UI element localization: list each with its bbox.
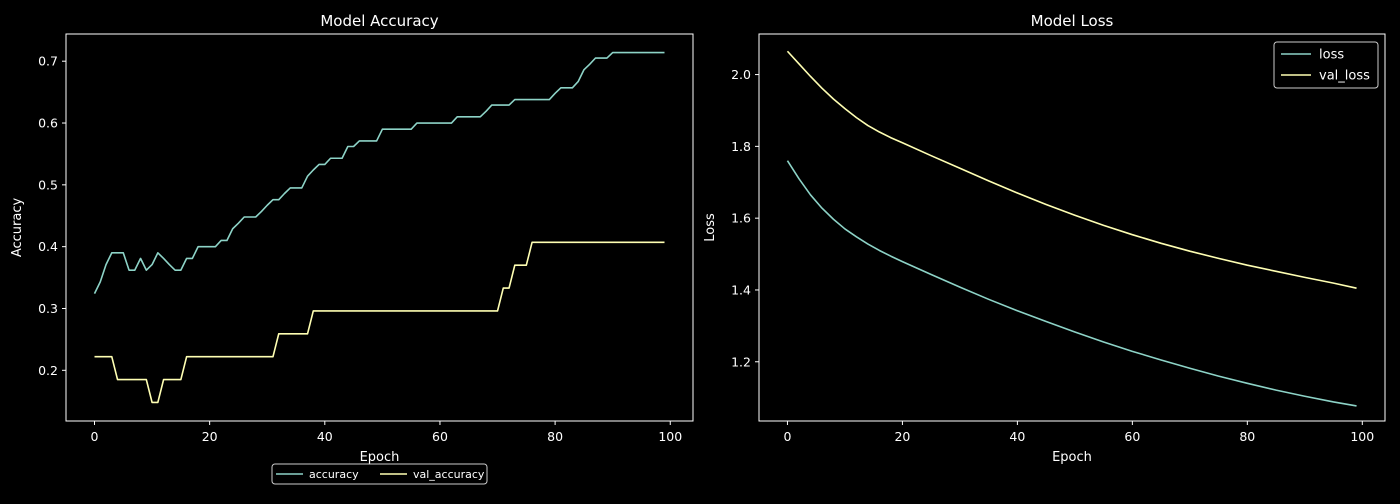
plot-frame [65,33,694,422]
y-axis-label: Loss [703,213,718,242]
series-line-loss [786,160,1357,407]
x-axis-label: Epoch [360,450,400,465]
y-tick-label: 1.4 [731,282,751,297]
y-tick-label: 0.4 [38,239,58,254]
legend-box [271,463,488,485]
y-axis-label: Accuracy [10,198,25,258]
series-line-accuracy [93,51,665,295]
x-tick-label: 100 [658,429,682,444]
y-tick-label: 2.0 [731,67,751,82]
x-axis-label: Epoch [1052,450,1092,465]
x-tick-label: 60 [1124,429,1140,444]
x-tick-label: 0 [91,429,99,444]
legend-label: accuracy [309,468,359,481]
x-tick-label: 20 [202,429,218,444]
y-tick-label: 0.7 [38,54,58,69]
series-line-val-loss [786,50,1357,289]
chart-title: Model Accuracy [320,12,438,30]
legend-label: val_loss [1319,69,1370,84]
y-tick-label: 1.6 [731,211,751,226]
plot-frame [758,33,1386,422]
chart-2: 0 20 40 60 80 100 1.2 1.4 1.6 1.8 2.0 Model Loss Epo… [703,12,1386,465]
x-tick-label: 80 [1239,429,1255,444]
y-tick-label: 0.3 [38,301,58,316]
x-tick-label: 0 [783,429,791,444]
y-tick-label: 0.5 [38,177,58,192]
y-tick-label: 0.6 [38,116,58,131]
x-tick-label: 100 [1350,429,1374,444]
y-tick-label: 0.2 [38,363,58,378]
series-line-val-accuracy [94,241,665,404]
x-tick-label: 20 [894,429,910,444]
chart-1: 0 20 40 60 80 100 0.2 0.3 0.4 0.5 0.6 0.7 Model Accu… [10,12,694,485]
legend: loss val_loss [1273,41,1379,89]
legend-label: loss [1319,48,1344,63]
x-tick-label: 80 [547,429,563,444]
legend-label: val_accuracy [413,468,485,481]
x-tick-label: 60 [432,429,448,444]
x-tick-label: 40 [1009,429,1025,444]
y-tick-label: 1.2 [731,354,751,369]
chart-title: Model Loss [1031,12,1114,30]
x-tick-label: 40 [317,429,333,444]
legend: accuracy val_accuracy [271,463,488,485]
y-tick-label: 1.8 [731,139,751,154]
